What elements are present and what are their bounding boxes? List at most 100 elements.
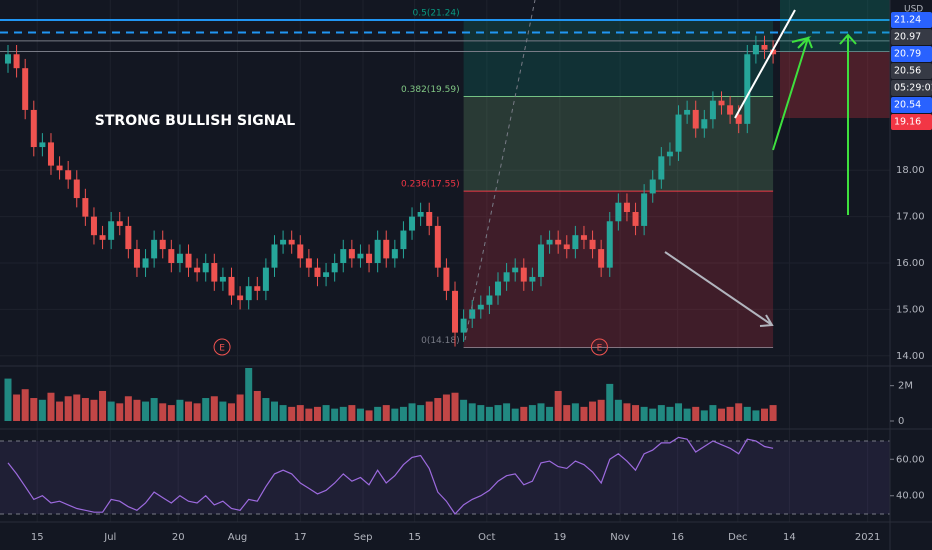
candle-body	[606, 221, 613, 268]
volume-bar	[142, 401, 150, 421]
candle-body	[108, 221, 115, 240]
candle-body	[374, 239, 381, 264]
candle-body	[537, 244, 544, 277]
volume-bar	[133, 399, 141, 421]
candle-body	[417, 211, 424, 217]
volume-bar	[718, 408, 726, 421]
volume-bar	[520, 406, 528, 421]
volume-bar	[99, 390, 107, 421]
price-badge-label: 20.79	[894, 48, 921, 59]
volume-bar	[657, 405, 665, 421]
candle-body	[65, 170, 72, 180]
fib-zone	[463, 96, 774, 192]
volume-bar	[202, 398, 210, 421]
trend-line	[464, 0, 536, 341]
candle-body	[13, 54, 20, 69]
y-tick-label: 40.00	[896, 491, 925, 502]
price-badge	[891, 28, 932, 45]
volume-bar	[683, 408, 691, 421]
price-badge-label: 21.24	[894, 14, 921, 25]
y-tick-label: 15.00	[896, 304, 925, 315]
candle-body	[323, 272, 330, 277]
rsi-line	[7, 436, 774, 515]
fib-label: 0.236(17.55)	[401, 180, 460, 190]
volume-bar	[503, 403, 511, 421]
candle-body	[237, 295, 244, 301]
earnings-label: E	[597, 344, 603, 354]
volume-bar	[571, 403, 579, 421]
y-tick-label: 17.00	[896, 212, 925, 223]
volume-bar	[331, 408, 339, 421]
volume-bar	[528, 405, 536, 421]
candle-body	[546, 239, 553, 245]
volume-bar	[477, 405, 485, 421]
volume-bar	[468, 403, 476, 421]
arrows	[664, 9, 857, 327]
candle-body	[684, 109, 691, 115]
candle-body	[168, 249, 175, 264]
candle-body	[452, 290, 459, 333]
candle-body	[305, 258, 312, 268]
candle-body	[615, 202, 622, 222]
volume-bar	[606, 383, 614, 421]
rsi-pane	[0, 436, 890, 515]
candle-body	[142, 258, 149, 268]
volume-bar	[150, 398, 158, 421]
candle-body	[469, 309, 476, 319]
candle-body	[159, 239, 166, 250]
volume-bar	[107, 401, 115, 421]
volume-bar	[614, 399, 622, 421]
volume-bar	[262, 398, 270, 421]
candle-body	[434, 225, 441, 268]
price-badge-label: 20.56	[894, 65, 921, 76]
x-tick-label: Nov	[610, 532, 630, 543]
earnings-label: E	[219, 344, 225, 354]
volume-bar	[709, 405, 717, 421]
volume-bar	[632, 405, 640, 421]
volume-bar	[90, 399, 98, 421]
candle-body	[99, 235, 106, 240]
volume-bar	[253, 390, 261, 421]
candle-body	[460, 318, 467, 333]
y-tick-label: 2M	[898, 381, 913, 392]
x-tick-label: 14	[783, 532, 796, 543]
price-badge-label: 19.16	[894, 116, 921, 127]
volume-bar	[245, 368, 253, 421]
candle-body	[228, 276, 235, 296]
price-badge-label: 20.97	[894, 31, 921, 42]
candle-body	[580, 235, 587, 240]
candle-body	[271, 244, 278, 268]
candle-body	[82, 198, 89, 217]
candle-body	[202, 263, 209, 273]
candle-body	[314, 267, 321, 277]
candle-body	[692, 109, 699, 129]
candle-body	[151, 239, 158, 259]
volume-bar	[554, 390, 562, 421]
candle-body	[219, 276, 226, 282]
price-badge	[891, 11, 932, 28]
price-pane: 0(14.18) 0.236(17.55) 0.382(19.59) 0.5(21.2…	[0, 0, 890, 522]
volume-bar	[700, 410, 708, 421]
candle-body	[331, 263, 338, 273]
volume-bar	[391, 408, 399, 421]
x-tick-label: Jul	[103, 532, 116, 543]
earnings-marker	[213, 338, 231, 356]
x-tick-label: 2021	[855, 532, 880, 543]
candle-body	[529, 276, 536, 282]
volume-bar	[13, 394, 21, 421]
volume-bar	[451, 392, 459, 421]
candle-body	[30, 109, 37, 148]
candle-body	[348, 249, 355, 259]
candle-body	[709, 100, 716, 120]
candle-body	[73, 179, 80, 199]
x-tick-label: 15	[408, 532, 421, 543]
candle-body	[22, 68, 29, 110]
candle-body	[357, 253, 364, 259]
annotation: STRONG BULLISH SIGNAL	[95, 113, 295, 129]
candle-body	[494, 281, 501, 296]
volume-bar	[485, 406, 493, 421]
candle-body	[770, 49, 777, 55]
candle-body	[280, 239, 287, 245]
